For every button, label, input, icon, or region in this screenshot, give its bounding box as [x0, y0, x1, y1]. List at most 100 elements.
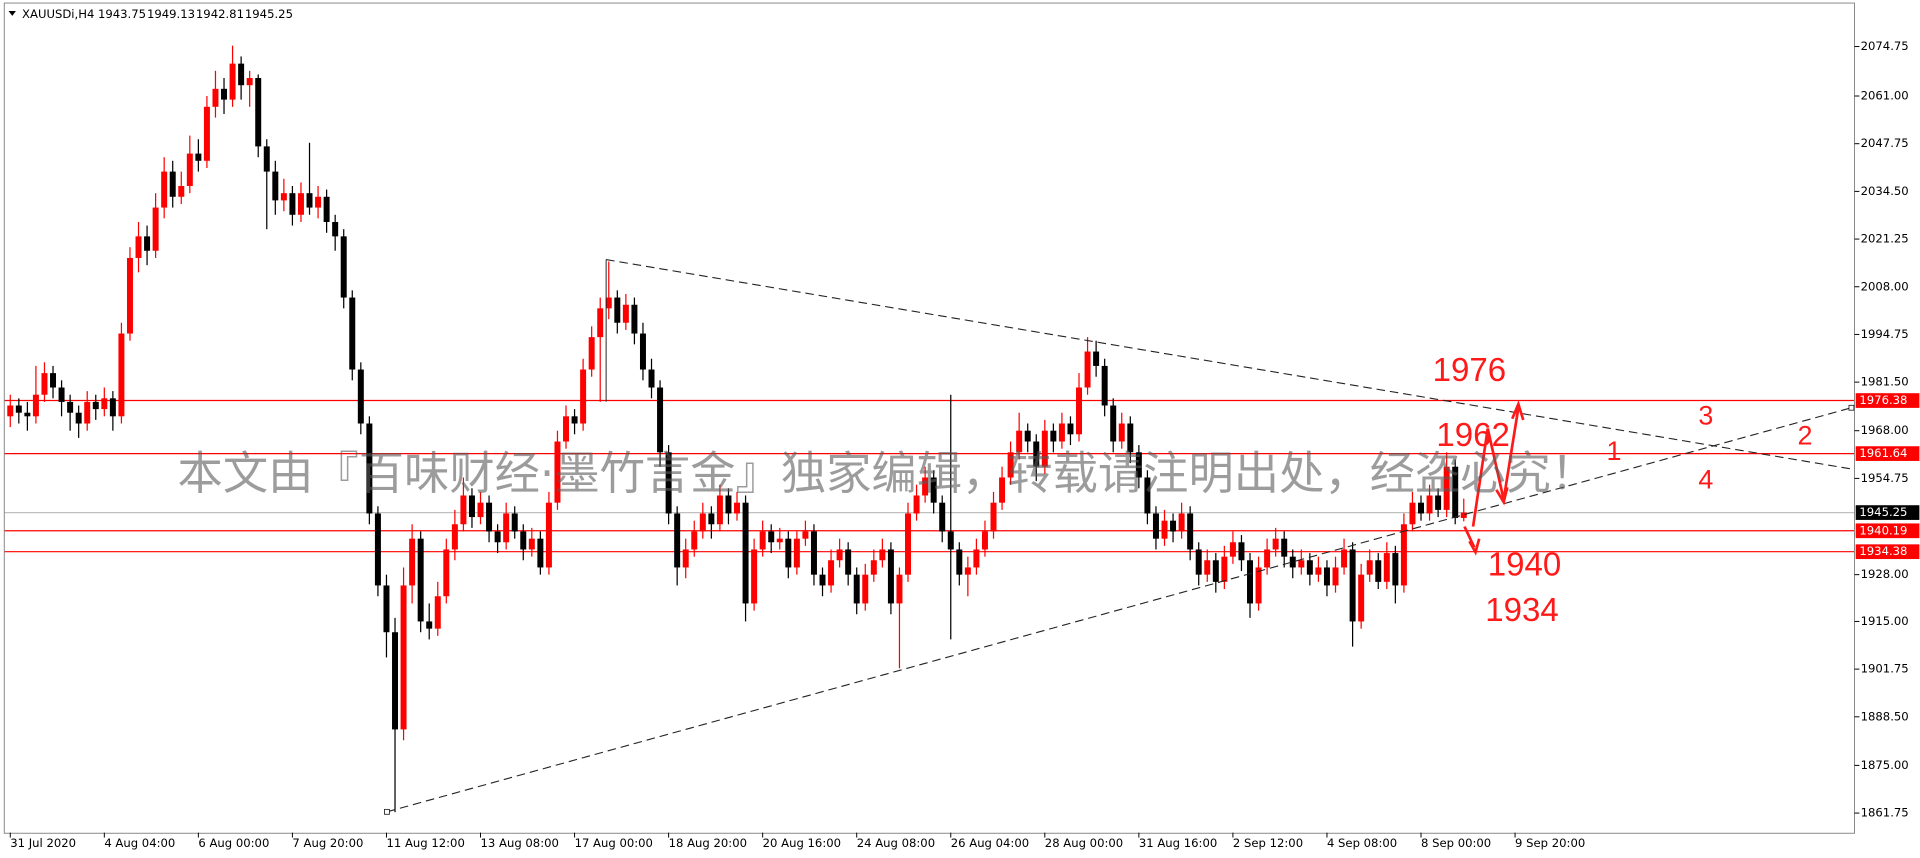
- watermark: 本文由『百味财经·墨竹言金』独家编辑，转载请注明出处，经盗必究！: [178, 447, 1597, 500]
- y-tick-label: 1994.75: [1861, 327, 1909, 341]
- candle-body: [468, 495, 475, 518]
- y-tick-label: 1888.50: [1861, 709, 1909, 723]
- candle-body: [990, 502, 997, 532]
- candle-body: [1084, 351, 1091, 388]
- candle-body: [793, 538, 800, 568]
- candle-body: [152, 207, 159, 251]
- candle-body: [126, 257, 133, 334]
- anchor: [1848, 404, 1855, 411]
- candle-body: [374, 513, 381, 586]
- candle-body: [887, 549, 894, 604]
- candle-body: [1161, 520, 1168, 539]
- y-tick-label: 1981.50: [1861, 375, 1909, 389]
- y-tick-label: 2021.25: [1861, 232, 1909, 246]
- y-tick-label: 2008.00: [1861, 279, 1909, 293]
- candle-body: [922, 477, 929, 496]
- annotation: 1934: [1485, 592, 1559, 629]
- candle-body: [1229, 542, 1236, 557]
- candle-body: [930, 477, 937, 503]
- x-tick-label: 6 Aug 00:00: [198, 836, 269, 850]
- candle-body: [84, 401, 91, 424]
- candle-body: [947, 531, 954, 550]
- header-low: 1942.81: [196, 7, 244, 21]
- candle-body: [905, 513, 912, 575]
- candle-body: [682, 549, 689, 568]
- candle-body: [1152, 513, 1159, 539]
- annotation: 1976: [1433, 352, 1507, 389]
- candle-body: [135, 236, 142, 258]
- candle-body: [503, 513, 510, 543]
- candle-body: [221, 88, 228, 100]
- candle-body: [272, 171, 279, 201]
- candle-body: [537, 538, 544, 568]
- candle-body: [169, 171, 176, 197]
- candle-body: [203, 106, 210, 161]
- candle-body: [1041, 430, 1048, 467]
- candle-body: [862, 574, 869, 604]
- candle-body: [520, 531, 527, 550]
- x-tick-label: 17 Aug 00:00: [575, 836, 653, 850]
- candle-body: [819, 574, 826, 586]
- x-tick-label: 4 Sep 08:00: [1327, 836, 1397, 850]
- candle-body: [588, 337, 595, 370]
- x-tick-label: 9 Sep 20:00: [1515, 836, 1585, 850]
- candle-body: [494, 531, 501, 543]
- candle-body: [853, 574, 860, 604]
- candle-body: [118, 333, 125, 417]
- header-close: 1945.25: [245, 7, 293, 21]
- candle-body: [939, 502, 946, 532]
- candle-body: [1358, 574, 1365, 622]
- candle-body: [1118, 423, 1125, 442]
- y-tick-label: 2047.75: [1861, 136, 1909, 150]
- candle-body: [1170, 520, 1177, 532]
- candle-body: [785, 538, 792, 568]
- candle-body: [554, 441, 561, 503]
- candle-body: [1204, 560, 1211, 575]
- candle-body: [1264, 549, 1271, 568]
- arrow: [1471, 428, 1505, 527]
- candle-body: [24, 412, 31, 417]
- level-label: 1976.38: [1859, 393, 1907, 407]
- candle-body: [417, 538, 424, 622]
- candle-body: [1383, 553, 1390, 582]
- x-tick-label: 26 Aug 04:00: [951, 836, 1029, 850]
- candle-body: [1212, 560, 1219, 582]
- candle-body: [1289, 556, 1296, 568]
- candle-body: [1255, 567, 1262, 604]
- level-tag: [1855, 523, 1920, 539]
- plot-frame: [3, 2, 1855, 834]
- candle-body: [1392, 553, 1399, 586]
- candle-body: [1426, 495, 1433, 514]
- candle-body: [631, 304, 638, 334]
- y-tick-label: 2061.00: [1861, 89, 1909, 103]
- candle-body: [708, 513, 715, 525]
- price-tag: [1855, 505, 1920, 520]
- candle-body: [1272, 538, 1279, 550]
- candle-body: [1452, 466, 1459, 518]
- candle-body: [1332, 567, 1339, 586]
- candle-body: [1460, 512, 1467, 518]
- candle-body: [1195, 549, 1202, 575]
- candle-body: [1435, 495, 1442, 510]
- candle-body: [486, 502, 493, 532]
- candle-body: [836, 549, 843, 561]
- candle-body: [768, 531, 775, 543]
- candle-body: [75, 412, 82, 424]
- annotation: 1940: [1488, 547, 1562, 584]
- candle-body: [545, 502, 552, 568]
- candle-body: [58, 387, 65, 402]
- candle-body: [101, 398, 108, 410]
- candle-body: [691, 531, 698, 550]
- candle-body: [357, 369, 364, 424]
- candle-body: [1315, 567, 1322, 575]
- candle-body: [648, 369, 655, 388]
- level-tag: [1855, 544, 1920, 560]
- x-tick-label: 18 Aug 20:00: [669, 836, 747, 850]
- candle-body: [828, 560, 835, 586]
- arrow: [1502, 407, 1520, 500]
- candle-body: [263, 146, 270, 172]
- candle-body: [1024, 430, 1031, 442]
- candle-body: [32, 394, 39, 417]
- candle-body: [999, 477, 1006, 503]
- x-tick-label: 31 Aug 16:00: [1139, 836, 1217, 850]
